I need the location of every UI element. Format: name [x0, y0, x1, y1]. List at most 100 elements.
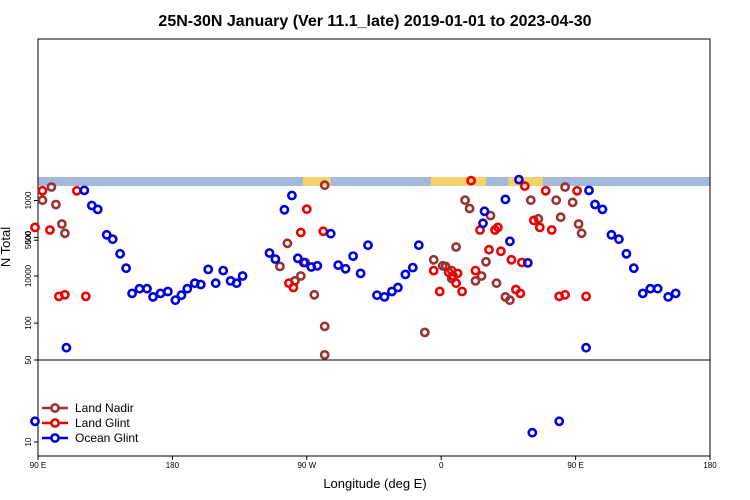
data-point [170, 295, 181, 306]
data-point [392, 282, 403, 293]
data-point [481, 256, 491, 267]
data-point [60, 228, 70, 239]
x-tick-label: 90 E [30, 461, 46, 470]
data-point [597, 204, 608, 215]
data-point [115, 248, 125, 259]
data-point [407, 262, 418, 273]
y-tick-label: 1000 [24, 191, 33, 209]
data-point [319, 180, 330, 191]
data-point [514, 174, 524, 185]
x-tick-label: 90 E [567, 461, 583, 470]
data-point [478, 218, 488, 229]
y-tick-label: 100 [24, 316, 33, 330]
data-point [470, 275, 481, 286]
data-point [534, 222, 545, 233]
data-point [500, 194, 511, 205]
data-point [295, 227, 306, 238]
y-tick-label: 10 [24, 437, 33, 446]
data-point [79, 185, 90, 196]
data-point [372, 290, 382, 301]
data-point [528, 215, 539, 226]
data-point [379, 291, 390, 302]
data-point [400, 269, 411, 280]
x-tick-label: 180 [703, 461, 717, 470]
data-point [573, 219, 584, 229]
data-point [288, 282, 299, 293]
legend-label: Ocean Glint [75, 431, 139, 445]
data-point [628, 263, 639, 274]
data-point [419, 327, 430, 338]
data-point [51, 199, 61, 210]
data-point [312, 260, 323, 271]
legend-label: Land Glint [75, 416, 130, 430]
legend-marker [50, 418, 60, 428]
y-tick-label: 50 [24, 355, 33, 364]
data-point [218, 265, 229, 276]
plot-frame [37, 38, 711, 457]
data-point [522, 257, 533, 268]
data-point [560, 289, 570, 300]
series-land-glint [30, 175, 591, 302]
data-point [581, 291, 591, 302]
data-point [286, 190, 297, 201]
data-point [491, 278, 502, 289]
data-point [270, 254, 281, 264]
land-band-segment [430, 177, 486, 186]
data-point [484, 244, 494, 255]
data-point [37, 195, 48, 206]
data-point [295, 271, 306, 281]
data-point [652, 283, 663, 294]
data-point [637, 288, 648, 299]
data-point [460, 195, 470, 206]
data-point [279, 204, 290, 215]
data-point [476, 271, 487, 281]
data-point [606, 229, 617, 240]
data-point [363, 240, 373, 251]
data-point [71, 185, 82, 196]
data-point [121, 263, 131, 274]
ocean-band [38, 177, 710, 186]
data-point [309, 289, 320, 300]
data-point [148, 291, 158, 302]
data-point [319, 349, 330, 360]
data-point [30, 222, 40, 233]
data-point [614, 234, 624, 245]
series-land-nadir [37, 180, 587, 360]
data-point [298, 257, 309, 268]
x-tick-label: 90 W [297, 461, 316, 470]
data-point [428, 254, 439, 265]
data-point [485, 210, 496, 221]
data-point [567, 197, 578, 208]
data-point [301, 204, 312, 215]
data-point [533, 213, 544, 224]
data-point [670, 288, 681, 299]
data-point [264, 248, 275, 258]
plot-area: 90 E 180 90 W 0 90 E 180 10 50 100 500 1000 5000 100… [24, 38, 717, 470]
data-point [134, 283, 145, 294]
data-point [451, 278, 461, 289]
data-point [576, 228, 587, 239]
data-point [572, 185, 582, 196]
data-point [162, 286, 173, 297]
data-point [37, 185, 48, 196]
data-point [61, 342, 72, 353]
data-point [155, 288, 166, 299]
data-point [621, 248, 632, 259]
data-point [519, 181, 530, 191]
data-point [555, 212, 566, 223]
data-point [274, 261, 285, 272]
data-point [142, 283, 152, 294]
data-point [466, 175, 476, 186]
data-point [60, 289, 70, 300]
data-point [663, 291, 674, 302]
data-point [92, 204, 103, 215]
data-point [325, 228, 336, 239]
data-point [195, 279, 206, 290]
chart-title: 25N-30N January (Ver 11.1_late) 2019-01-… [158, 13, 591, 30]
data-point [355, 268, 366, 279]
legend-marker [50, 433, 60, 443]
y-tick-label: 10000 [24, 264, 33, 287]
y-axis-label: N Total [0, 227, 13, 267]
